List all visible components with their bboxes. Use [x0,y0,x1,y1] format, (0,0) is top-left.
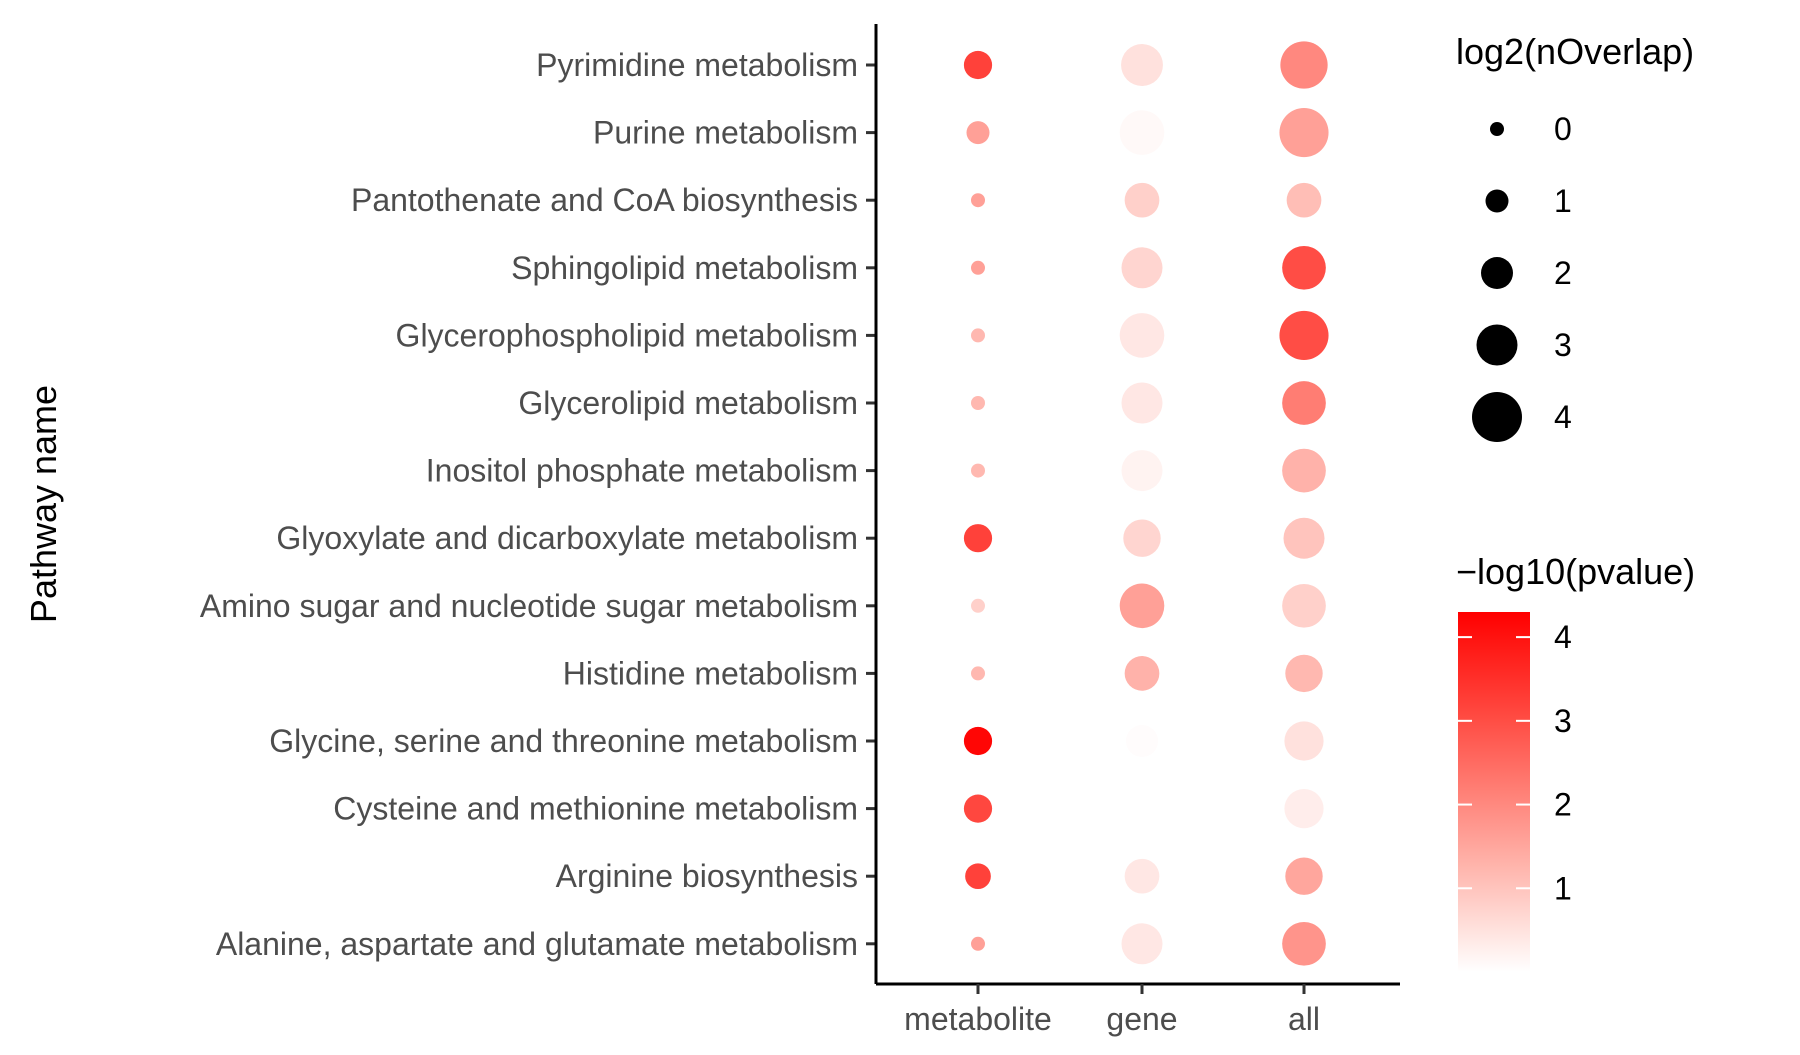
data-point [1282,381,1326,425]
size-legend-label: 1 [1554,183,1572,219]
color-legend-title: −log10(pvalue) [1456,551,1695,592]
data-point [1121,450,1163,492]
data-point [1282,245,1326,290]
size-legend-label: 3 [1554,327,1572,363]
data-point [1119,583,1165,629]
color-legend-label: 4 [1554,619,1572,655]
data-point [1121,247,1163,289]
y-tick-label: Inositol phosphate metabolism [426,453,858,489]
data-point [1119,110,1165,155]
color-legend-label: 3 [1554,703,1572,739]
data-point [963,50,993,80]
y-tick-label: Sphingolipid metabolism [511,250,858,286]
data-point [1126,725,1158,757]
size-legend-key [1485,189,1509,213]
data-point [1280,41,1328,89]
size-legend-label: 2 [1554,255,1572,291]
data-point [1121,382,1163,424]
data-point [1123,519,1161,557]
size-legend-key [1490,122,1504,136]
data-point [963,726,993,756]
y-tick-label: Cysteine and methionine metabolism [333,791,858,827]
size-legend-label: 4 [1554,399,1572,435]
data-point [1285,857,1323,895]
y-tick-label: Purine metabolism [593,115,858,151]
x-tick-label: gene [1106,1001,1177,1037]
size-legend-key [1472,392,1522,442]
size-legend-key [1481,257,1513,289]
data-point [1124,182,1160,218]
data-point [966,121,990,145]
data-point [1284,789,1324,829]
data-point [971,328,985,343]
data-point [1124,858,1160,894]
data-point [971,260,985,275]
data-point [971,463,985,478]
color-legend-bar [1458,612,1530,972]
size-legend-key [1476,324,1518,366]
y-tick-label: Alanine, aspartate and glutamate metabol… [216,926,858,962]
data-point [1285,654,1323,693]
data-point [971,193,985,208]
y-tick-label: Glyoxylate and dicarboxylate metabolism [276,520,858,556]
data-point [1282,448,1326,493]
data-point [1121,923,1163,965]
y-tick-label: Amino sugar and nucleotide sugar metabol… [200,588,858,624]
data-point [971,396,985,410]
x-tick-label: all [1288,1001,1320,1037]
y-tick-label: Pantothenate and CoA biosynthesis [351,182,858,218]
y-tick-label: Glycerophospholipid metabolism [396,317,858,353]
color-legend-label: 2 [1554,787,1572,823]
y-axis-title: Pathway name [23,385,64,623]
x-tick-label: metabolite [904,1001,1052,1037]
y-tick-label: Histidine metabolism [563,655,858,691]
data-point [1282,921,1326,966]
data-point [1121,44,1163,86]
data-point [1279,108,1329,158]
data-point [1283,517,1325,559]
color-legend-label: 1 [1554,870,1572,906]
data-point [971,936,985,951]
data-point [1284,721,1324,761]
data-point [963,524,993,553]
data-point [1279,310,1329,360]
size-legend-label: 0 [1554,111,1572,147]
y-tick-label: Arginine biosynthesis [556,858,858,894]
data-point [1286,182,1322,218]
data-point [1124,656,1160,691]
data-point [971,598,985,613]
y-tick-label: Pyrimidine metabolism [536,47,858,83]
data-point [963,794,993,823]
y-tick-label: Glycine, serine and threonine metabolism [269,723,858,759]
y-tick-label: Glycerolipid metabolism [518,385,858,421]
data-point [971,666,985,681]
data-point [1119,313,1165,358]
data-point [965,863,991,890]
data-point [1282,583,1326,628]
size-legend-title: log2(nOverlap) [1456,31,1694,72]
